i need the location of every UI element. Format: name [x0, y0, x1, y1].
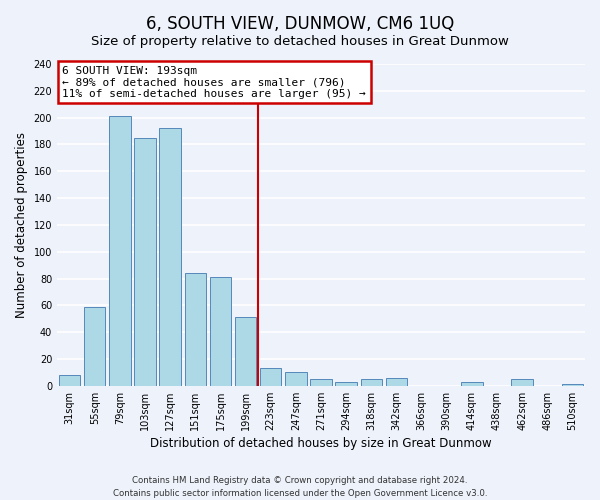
Text: Size of property relative to detached houses in Great Dunmow: Size of property relative to detached ho…	[91, 35, 509, 48]
Bar	[461, 382, 482, 386]
Bar	[134, 138, 156, 386]
Text: 6, SOUTH VIEW, DUNMOW, CM6 1UQ: 6, SOUTH VIEW, DUNMOW, CM6 1UQ	[146, 15, 454, 33]
Text: Contains HM Land Registry data © Crown copyright and database right 2024.
Contai: Contains HM Land Registry data © Crown c…	[113, 476, 487, 498]
Bar	[310, 379, 332, 386]
Bar	[210, 277, 231, 386]
Bar	[235, 318, 256, 386]
Y-axis label: Number of detached properties: Number of detached properties	[15, 132, 28, 318]
Bar	[335, 382, 357, 386]
X-axis label: Distribution of detached houses by size in Great Dunmow: Distribution of detached houses by size …	[150, 437, 492, 450]
Bar	[562, 384, 583, 386]
Bar	[84, 306, 106, 386]
Text: 6 SOUTH VIEW: 193sqm
← 89% of detached houses are smaller (796)
11% of semi-deta: 6 SOUTH VIEW: 193sqm ← 89% of detached h…	[62, 66, 366, 99]
Bar	[109, 116, 131, 386]
Bar	[185, 273, 206, 386]
Bar	[260, 368, 281, 386]
Bar	[511, 379, 533, 386]
Bar	[361, 379, 382, 386]
Bar	[386, 378, 407, 386]
Bar	[285, 372, 307, 386]
Bar	[160, 128, 181, 386]
Bar	[59, 375, 80, 386]
